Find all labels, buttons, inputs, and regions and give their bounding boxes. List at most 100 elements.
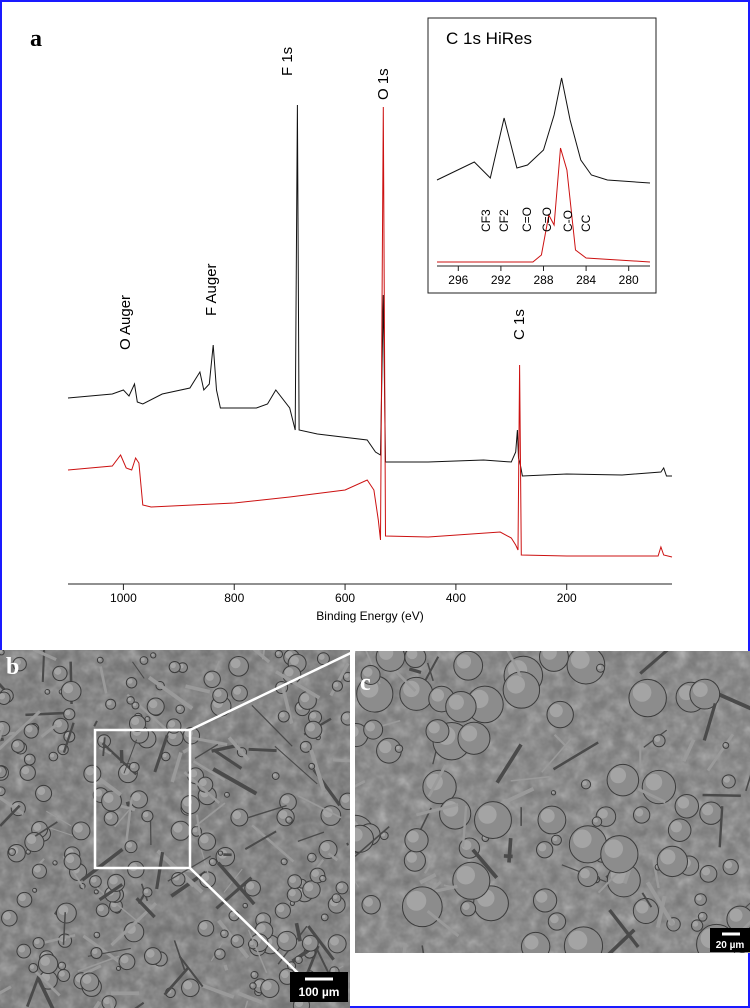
particle-highlight xyxy=(542,645,556,659)
particle-highlight xyxy=(635,808,643,816)
particle-highlight xyxy=(319,654,325,660)
particle-highlight xyxy=(403,681,419,697)
particle-highlight xyxy=(289,876,296,883)
particle-highlight xyxy=(580,869,590,879)
particle-highlight xyxy=(344,673,349,678)
particle-highlight xyxy=(331,968,336,973)
particle-highlight xyxy=(233,811,241,819)
particle-highlight xyxy=(290,656,299,665)
particle-highlight xyxy=(216,950,221,955)
particle-highlight xyxy=(107,700,112,705)
x-tick-label: 292 xyxy=(491,273,511,287)
sem-image-b xyxy=(0,607,356,1008)
particle-highlight xyxy=(13,741,19,747)
particle-highlight xyxy=(86,767,94,775)
particle-highlight xyxy=(633,683,652,702)
particle-highlight xyxy=(597,665,601,669)
particle-highlight xyxy=(146,949,154,957)
particle-highlight xyxy=(333,682,338,687)
particle-highlight xyxy=(285,668,294,677)
particle-highlight xyxy=(364,897,373,906)
particle-highlight xyxy=(308,854,312,858)
particle-highlight xyxy=(27,850,29,852)
particle-highlight xyxy=(250,983,253,986)
particle-highlight xyxy=(646,774,663,791)
particle-highlight xyxy=(406,891,426,911)
peak-label: F 1s xyxy=(279,47,296,76)
particle-highlight xyxy=(277,905,285,913)
particle-highlight xyxy=(263,981,272,990)
particle-highlight xyxy=(407,831,419,843)
x-tick-label: 800 xyxy=(224,591,244,605)
particle-highlight xyxy=(132,793,141,802)
panel-label: a xyxy=(30,26,42,52)
particle-highlight xyxy=(281,795,289,803)
particle-highlight xyxy=(593,818,598,823)
sem-image-c xyxy=(336,639,750,980)
particle-highlight xyxy=(19,894,26,901)
peak-label: O 1s xyxy=(375,68,392,100)
particle-highlight xyxy=(457,654,471,668)
particle-highlight xyxy=(170,663,176,669)
particle-highlight xyxy=(82,975,91,984)
particle-highlight xyxy=(541,809,555,823)
particle-highlight xyxy=(342,713,349,720)
particle-highlight xyxy=(699,913,703,917)
particle-highlight xyxy=(573,829,592,848)
particle-highlight xyxy=(536,891,548,903)
particle-highlight xyxy=(304,937,312,945)
panel-label: b xyxy=(6,654,19,680)
particle-highlight xyxy=(462,903,469,910)
particle-highlight xyxy=(66,855,74,863)
particle-highlight xyxy=(34,939,40,945)
particle-highlight xyxy=(312,870,319,877)
particle-highlight xyxy=(610,767,626,783)
particle-highlight xyxy=(59,971,65,977)
particle-highlight xyxy=(121,955,129,963)
particle-highlight xyxy=(379,741,391,753)
particle-highlight xyxy=(296,957,300,961)
particle-highlight xyxy=(92,949,98,955)
particle-highlight xyxy=(243,904,245,906)
particle-highlight xyxy=(702,867,710,875)
particle-highlight xyxy=(18,946,25,953)
particle-highlight xyxy=(109,876,117,884)
particle-highlight xyxy=(693,921,699,927)
particle-highlight xyxy=(306,723,315,732)
particle-highlight xyxy=(144,889,149,894)
particle-highlight xyxy=(126,842,132,848)
particle-highlight xyxy=(550,915,559,924)
particle-highlight xyxy=(366,722,375,731)
particle-highlight xyxy=(309,764,312,767)
particle-highlight xyxy=(206,673,214,681)
particle-highlight xyxy=(252,972,256,976)
x-tick-label: 280 xyxy=(619,273,639,287)
particle-highlight xyxy=(104,793,114,803)
particle-highlight xyxy=(200,835,209,844)
particle-highlight xyxy=(538,843,546,851)
fiber xyxy=(249,749,277,750)
particle-highlight xyxy=(173,823,183,833)
particle-highlight xyxy=(461,726,477,742)
particle-highlight xyxy=(289,889,296,896)
particle-highlight xyxy=(65,710,71,716)
particle-highlight xyxy=(210,859,214,863)
particle-highlight xyxy=(320,876,323,879)
particle-highlight xyxy=(3,912,11,920)
peak-label: CF2 xyxy=(497,209,511,232)
particle-highlight xyxy=(279,933,289,943)
particle-highlight xyxy=(310,712,317,719)
fiber xyxy=(121,750,122,763)
peak-label: F Auger xyxy=(203,263,220,316)
peak-label: C=O xyxy=(520,207,534,232)
particle-highlight xyxy=(117,967,119,969)
particle-highlight xyxy=(130,763,135,768)
figure: 1000800600400200O AugerF AugerF 1sO 1sC … xyxy=(0,0,750,1008)
particle-highlight xyxy=(58,905,68,915)
particle-highlight xyxy=(232,936,238,942)
particle-highlight xyxy=(449,695,464,710)
particle-highlight xyxy=(9,849,12,852)
particle-highlight xyxy=(723,776,730,783)
particle-highlight xyxy=(95,890,97,892)
particle-highlight xyxy=(149,700,158,709)
